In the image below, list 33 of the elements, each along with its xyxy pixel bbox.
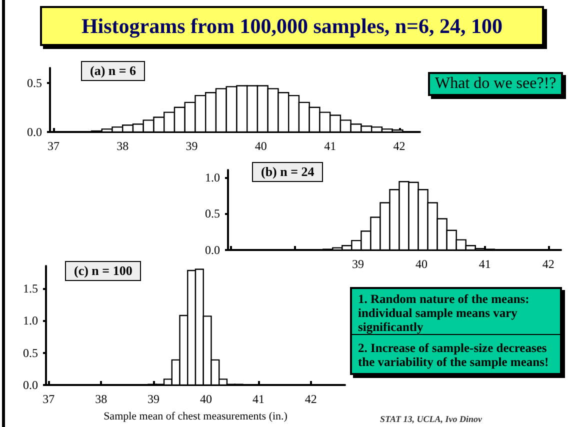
x-tick-label: 40 (200, 392, 212, 406)
text: What do we see?!? (428, 72, 564, 96)
chart-title: Histograms from 100,000 samples, n=6, 24, 100 (40, 6, 544, 46)
x-tick-label: 38 (95, 392, 108, 406)
y-tick-label: 0.5 (23, 346, 38, 360)
x-tick-label: 41 (478, 257, 491, 271)
text: STAT 13, UCLA, Ivo Dinov (380, 414, 482, 424)
y-tick-label: 0.0 (27, 125, 42, 139)
annotation: (b) n = 24 (252, 162, 324, 182)
x-tick-label: 41 (324, 139, 336, 153)
annotation: (a) n = 6 (81, 61, 146, 81)
y-tick-label: 1.5 (23, 282, 38, 296)
x-tick-label: 37 (42, 392, 55, 406)
x-tick-label: 42 (304, 392, 317, 406)
x-tick-label: 39 (148, 392, 160, 406)
y-tick-label: 1.0 (23, 314, 38, 328)
y-tick-label: 0.5 (205, 206, 220, 221)
x-tick-label: 38 (116, 139, 129, 153)
annotation: (c) n = 100 (65, 261, 142, 281)
y-tick-label: 0.0 (205, 243, 220, 257)
x-tick-label: 39 (186, 139, 198, 153)
y-tick-label: 0.5 (27, 76, 42, 90)
text: 1. Random nature of the means: individual sample means vary significantly (350, 287, 562, 336)
x-axis-title: Sample mean of chest measurements (in.) (104, 410, 288, 422)
x-tick-label: 40 (254, 139, 267, 153)
x-tick-label: 39 (352, 257, 364, 271)
y-tick-label: 1.0 (205, 170, 220, 184)
x-tick-label: 42 (393, 139, 406, 153)
y-tick-label: 0.0 (23, 378, 38, 392)
x-tick-label: 41 (252, 392, 264, 406)
x-tick-label: 37 (47, 139, 60, 153)
x-tick-label: 40 (415, 257, 428, 271)
x-tick-label: 42 (542, 257, 554, 271)
